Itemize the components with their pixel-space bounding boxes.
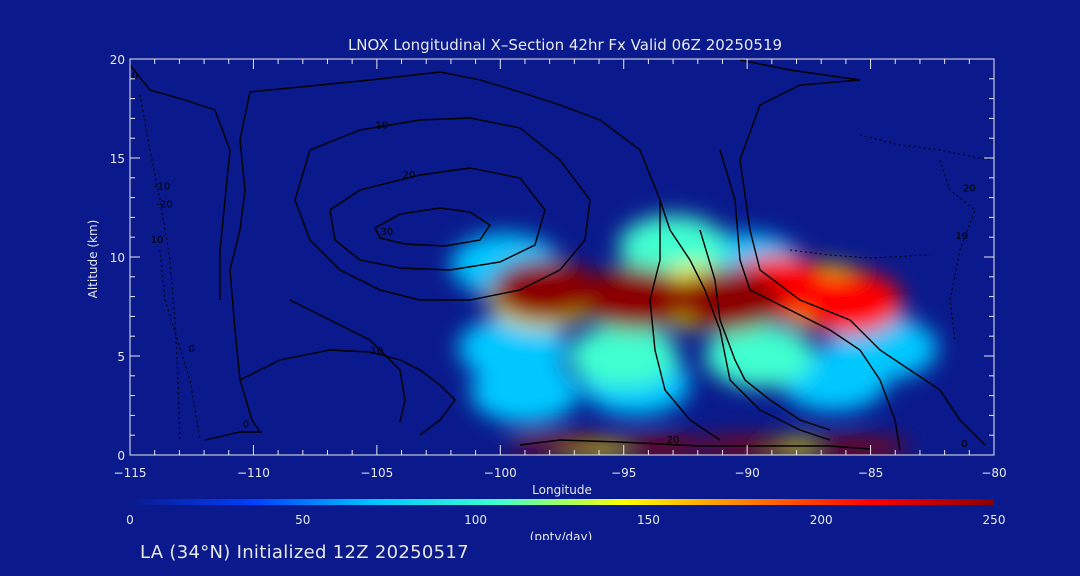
- x-tick-label: −115: [114, 466, 147, 480]
- colorbar-tick-label: 100: [464, 513, 487, 527]
- field-blob: [794, 271, 903, 334]
- contour-lower: [240, 350, 455, 435]
- footer-caption: LA (34°N) Initialized 12Z 20250517: [140, 542, 469, 563]
- field-blobs: [451, 215, 937, 456]
- contour-label: 10: [375, 120, 388, 131]
- lnox-field: [451, 215, 937, 456]
- field-blob: [508, 434, 617, 452]
- x-tick-label: −110: [237, 466, 270, 480]
- colorbar-tick-label: 150: [637, 513, 660, 527]
- field-blob: [801, 438, 910, 456]
- y-tick-label: 20: [110, 53, 125, 67]
- contour-left-edge: [130, 65, 230, 300]
- colorbar-ticks: 0 50 100 150 200 250: [126, 513, 1005, 527]
- contour-label: 0: [243, 419, 249, 430]
- x-tick-label: −80: [981, 466, 1006, 480]
- colorbar-gradient: [130, 499, 994, 505]
- x-tick-label: −90: [734, 466, 759, 480]
- contour-label: -20: [156, 200, 172, 211]
- colorbar-tick-label: 50: [295, 513, 310, 527]
- y-tick-label: 5: [117, 350, 125, 364]
- y-tick-label: 0: [117, 449, 125, 463]
- contour-label: 0: [189, 344, 195, 355]
- y-axis-label: Altitude (km): [86, 220, 100, 299]
- dotted-contour-right-3: [790, 250, 930, 258]
- contour-label: 30: [380, 227, 393, 238]
- contour-bottom-left: [205, 432, 262, 440]
- x-axis-label: Longitude: [532, 483, 592, 497]
- field-blob: [673, 269, 782, 332]
- colorbar-tick-label: 200: [810, 513, 833, 527]
- contour-label: 0: [961, 439, 967, 450]
- contour-label: 20: [963, 184, 976, 195]
- contour-lower-2: [290, 300, 405, 422]
- contour-label: 10: [956, 231, 969, 242]
- y-tick-label: 10: [110, 251, 125, 265]
- contour-label: 20: [667, 435, 680, 446]
- x-tick-label: −95: [611, 466, 636, 480]
- contour-label: 10: [151, 235, 164, 246]
- chart-title: LNOX Longitudinal X–Section 42hr Fx Vali…: [348, 36, 782, 54]
- chart: LNOX Longitudinal X–Section 42hr Fx Vali…: [0, 0, 1080, 540]
- dotted-contour-right-2: [860, 135, 990, 160]
- colorbar-tick-label: 250: [983, 513, 1006, 527]
- x-tick-label: −105: [360, 466, 393, 480]
- dotted-contour-left: [140, 95, 180, 440]
- x-tick-label: −100: [484, 466, 517, 480]
- colorbar-tick-label: 0: [126, 513, 134, 527]
- contour-label: 10: [370, 346, 383, 357]
- contour-10-left: [230, 92, 260, 432]
- y-tick-label: 15: [110, 152, 125, 166]
- x-tick-label: −85: [858, 466, 883, 480]
- field-blob: [490, 259, 599, 322]
- contour-label: 20: [403, 170, 416, 181]
- colorbar-label: (pptv/day): [530, 530, 593, 540]
- contour-label: -10: [154, 182, 170, 193]
- contour-label: 0: [132, 71, 138, 82]
- colorbar: 0 50 100 150 200 250 (pptv/day): [126, 499, 1005, 540]
